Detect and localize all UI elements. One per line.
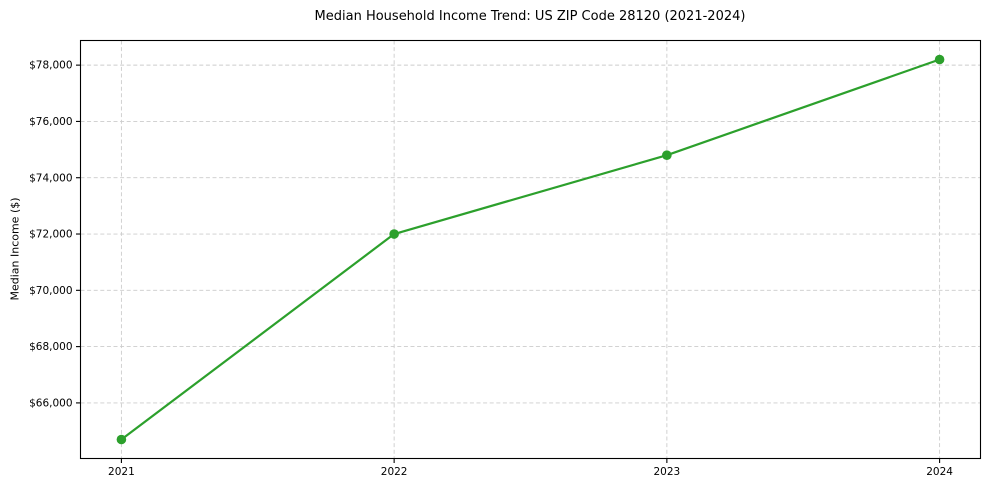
data-line [120,58,941,441]
data-point [389,229,399,239]
x-tick-label: 2023 [653,466,680,478]
y-tick-label: $76,000 [29,116,72,128]
y-tick-label: $68,000 [29,341,72,353]
y-tick-label: $74,000 [29,172,72,184]
axes-box [79,39,982,460]
data-point [116,434,127,445]
y-tick-label: $66,000 [29,398,72,410]
data-point [662,150,672,161]
x-tick-label: 2022 [381,466,408,478]
y-tick-label: $72,000 [29,229,72,241]
chart-title: Median Household Income Trend: US ZIP Co… [314,9,746,24]
y-tick-label: $70,000 [29,285,72,297]
y-tick-label: $78,000 [29,60,72,72]
data-point [934,54,945,65]
x-tick-label: 2024 [926,466,953,478]
x-tick-label: 2021 [108,466,135,478]
